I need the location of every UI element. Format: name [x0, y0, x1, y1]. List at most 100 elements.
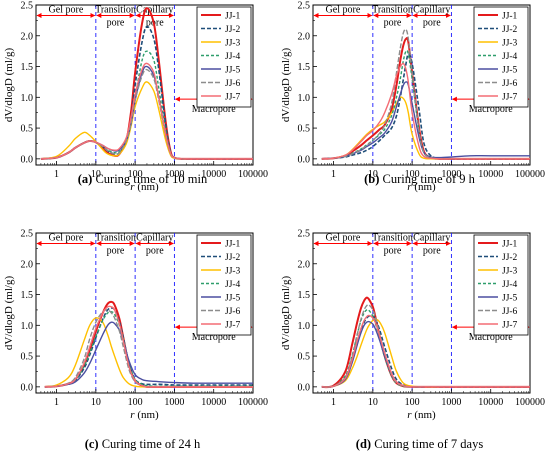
- series-group: [40, 7, 253, 160]
- region-label: Capillary pore: [413, 4, 450, 28]
- legend-label: JJ-1: [502, 240, 518, 250]
- legend-label: JJ-2: [225, 25, 241, 35]
- region-label: Transition pore: [95, 232, 136, 256]
- x-axis-label: r (nm): [407, 181, 436, 193]
- legend-label: JJ-7: [502, 93, 518, 103]
- x-tick-label: 10000: [201, 169, 226, 180]
- legend-label: JJ-4: [502, 52, 518, 62]
- x-tick-label: 10: [368, 397, 378, 408]
- x-tick-label: 100000: [515, 397, 545, 408]
- y-axis-label: dV/dlogD (ml/g): [3, 276, 15, 351]
- y-tick-label: 1.0: [298, 321, 311, 332]
- y-tick-label: 0.0: [21, 382, 34, 393]
- legend-box: [473, 6, 529, 108]
- region-label: Capillary pore: [413, 232, 450, 256]
- legend: JJ-1 JJ-2 JJ-3 JJ-4 JJ-5 JJ-6 JJ-7: [473, 234, 529, 336]
- plot-frame: [312, 232, 531, 394]
- legend-label: JJ-2: [502, 25, 518, 35]
- y-tick-label: 1.5: [21, 62, 34, 73]
- x-tick-label: 100000: [238, 397, 268, 408]
- panel-caption: (b) Curing time of 9 h: [364, 172, 476, 186]
- x-tick-label: 10000: [478, 397, 503, 408]
- y-tick-label: 1.5: [298, 290, 311, 301]
- x-tick-label: 10: [91, 169, 101, 180]
- region-label: Gel pore: [49, 4, 84, 15]
- y-tick-label: 1.5: [21, 290, 34, 301]
- region-label: Transition pore: [95, 4, 136, 28]
- x-tick-label: 10: [368, 169, 378, 180]
- x-tick-label: 1: [54, 169, 59, 180]
- y-tick-label: 0.0: [21, 154, 34, 165]
- region-label: Gel pore: [326, 232, 361, 243]
- series-line-jj-7: [321, 62, 530, 160]
- legend-label: JJ-5: [225, 294, 241, 304]
- x-tick-label: 100000: [515, 169, 545, 180]
- legend-label: JJ-2: [225, 253, 241, 263]
- region-label: Capillary pore: [136, 4, 173, 28]
- x-tick-label: 100: [128, 397, 143, 408]
- series-group: [44, 300, 253, 388]
- region-label: Capillary pore: [136, 232, 173, 256]
- region-label: Gel pore: [49, 232, 84, 243]
- region-label: Gel pore: [326, 4, 361, 15]
- region-label: Macropore: [192, 332, 236, 343]
- region-label: Macropore: [469, 332, 513, 343]
- region-label: Transition pore: [372, 232, 413, 256]
- x-tick-label: 1: [54, 397, 59, 408]
- x-axis-label: r (nm): [130, 409, 159, 421]
- y-tick-label: 0.5: [298, 352, 311, 363]
- y-tick-label: 1.5: [298, 62, 311, 73]
- y-tick-label: 2.0: [21, 31, 34, 42]
- y-tick-label: 2.0: [298, 259, 311, 270]
- x-tick-label: 100: [405, 397, 420, 408]
- series-line-jj-2: [44, 307, 253, 388]
- panel-caption: (d) Curing time of 7 days: [356, 437, 484, 451]
- legend-label: JJ-4: [225, 52, 241, 62]
- series-line-jj-7: [44, 305, 253, 388]
- legend-label: JJ-1: [502, 12, 518, 22]
- region-label: Macropore: [469, 104, 513, 115]
- plot-frame: [35, 232, 254, 394]
- legend-label: JJ-5: [502, 294, 518, 304]
- legend-label: JJ-6: [502, 79, 518, 89]
- x-tick-label: 100: [128, 169, 143, 180]
- y-tick-label: 0.5: [21, 124, 34, 135]
- legend-box: [196, 6, 252, 108]
- legend-label: JJ-2: [502, 253, 518, 263]
- legend: JJ-1 JJ-2 JJ-3 JJ-4 JJ-5 JJ-6 JJ-7: [196, 234, 252, 336]
- legend-label: JJ-3: [502, 267, 518, 277]
- x-tick-label: 100: [405, 169, 420, 180]
- series-line-jj-4: [321, 308, 530, 388]
- x-tick-label: 10000: [201, 397, 226, 408]
- legend-box: [196, 234, 252, 336]
- y-tick-label: 0.5: [21, 352, 34, 363]
- x-tick-label: 10: [91, 397, 101, 408]
- x-axis-label: r (nm): [130, 181, 159, 193]
- y-axis-label: dV/dlogD (ml/g): [3, 48, 15, 123]
- y-tick-label: 1.0: [21, 321, 34, 332]
- x-tick-label: 1: [331, 169, 336, 180]
- x-tick-label: 1000: [164, 169, 184, 180]
- legend: JJ-1 JJ-2 JJ-3 JJ-4 JJ-5 JJ-6 JJ-7: [473, 6, 529, 108]
- legend-box: [473, 234, 529, 336]
- region-label: Macropore: [192, 104, 236, 115]
- y-tick-label: 2.0: [21, 259, 34, 270]
- x-tick-label: 1000: [441, 169, 461, 180]
- series-group: [321, 28, 530, 160]
- y-axis-label: dV/dlogD (ml/g): [280, 48, 292, 123]
- y-axis-label: dV/dlogD (ml/g): [280, 276, 292, 351]
- plot-frame: [312, 4, 531, 166]
- series-group: [321, 296, 530, 389]
- panel-caption: (a) Curing time of 10 min: [78, 172, 208, 186]
- panel-b: 0.0 0.5 1.0 1.5 2.0 2.5 1 10 100 1000 10000 100000 r…: [280, 1, 545, 194]
- legend-label: JJ-6: [225, 307, 241, 317]
- panel-caption: (c) Curing time of 24 h: [85, 437, 201, 451]
- legend-label: JJ-7: [225, 321, 241, 331]
- y-tick-label: 0.5: [298, 124, 311, 135]
- panel-c: 0.0 0.5 1.0 1.5 2.0 2.5 1 10 100 1000 10000 100000 r…: [3, 229, 268, 452]
- legend-label: JJ-4: [225, 280, 241, 290]
- legend-label: JJ-4: [502, 280, 518, 290]
- x-tick-label: 1: [331, 397, 336, 408]
- x-tick-label: 100000: [238, 169, 268, 180]
